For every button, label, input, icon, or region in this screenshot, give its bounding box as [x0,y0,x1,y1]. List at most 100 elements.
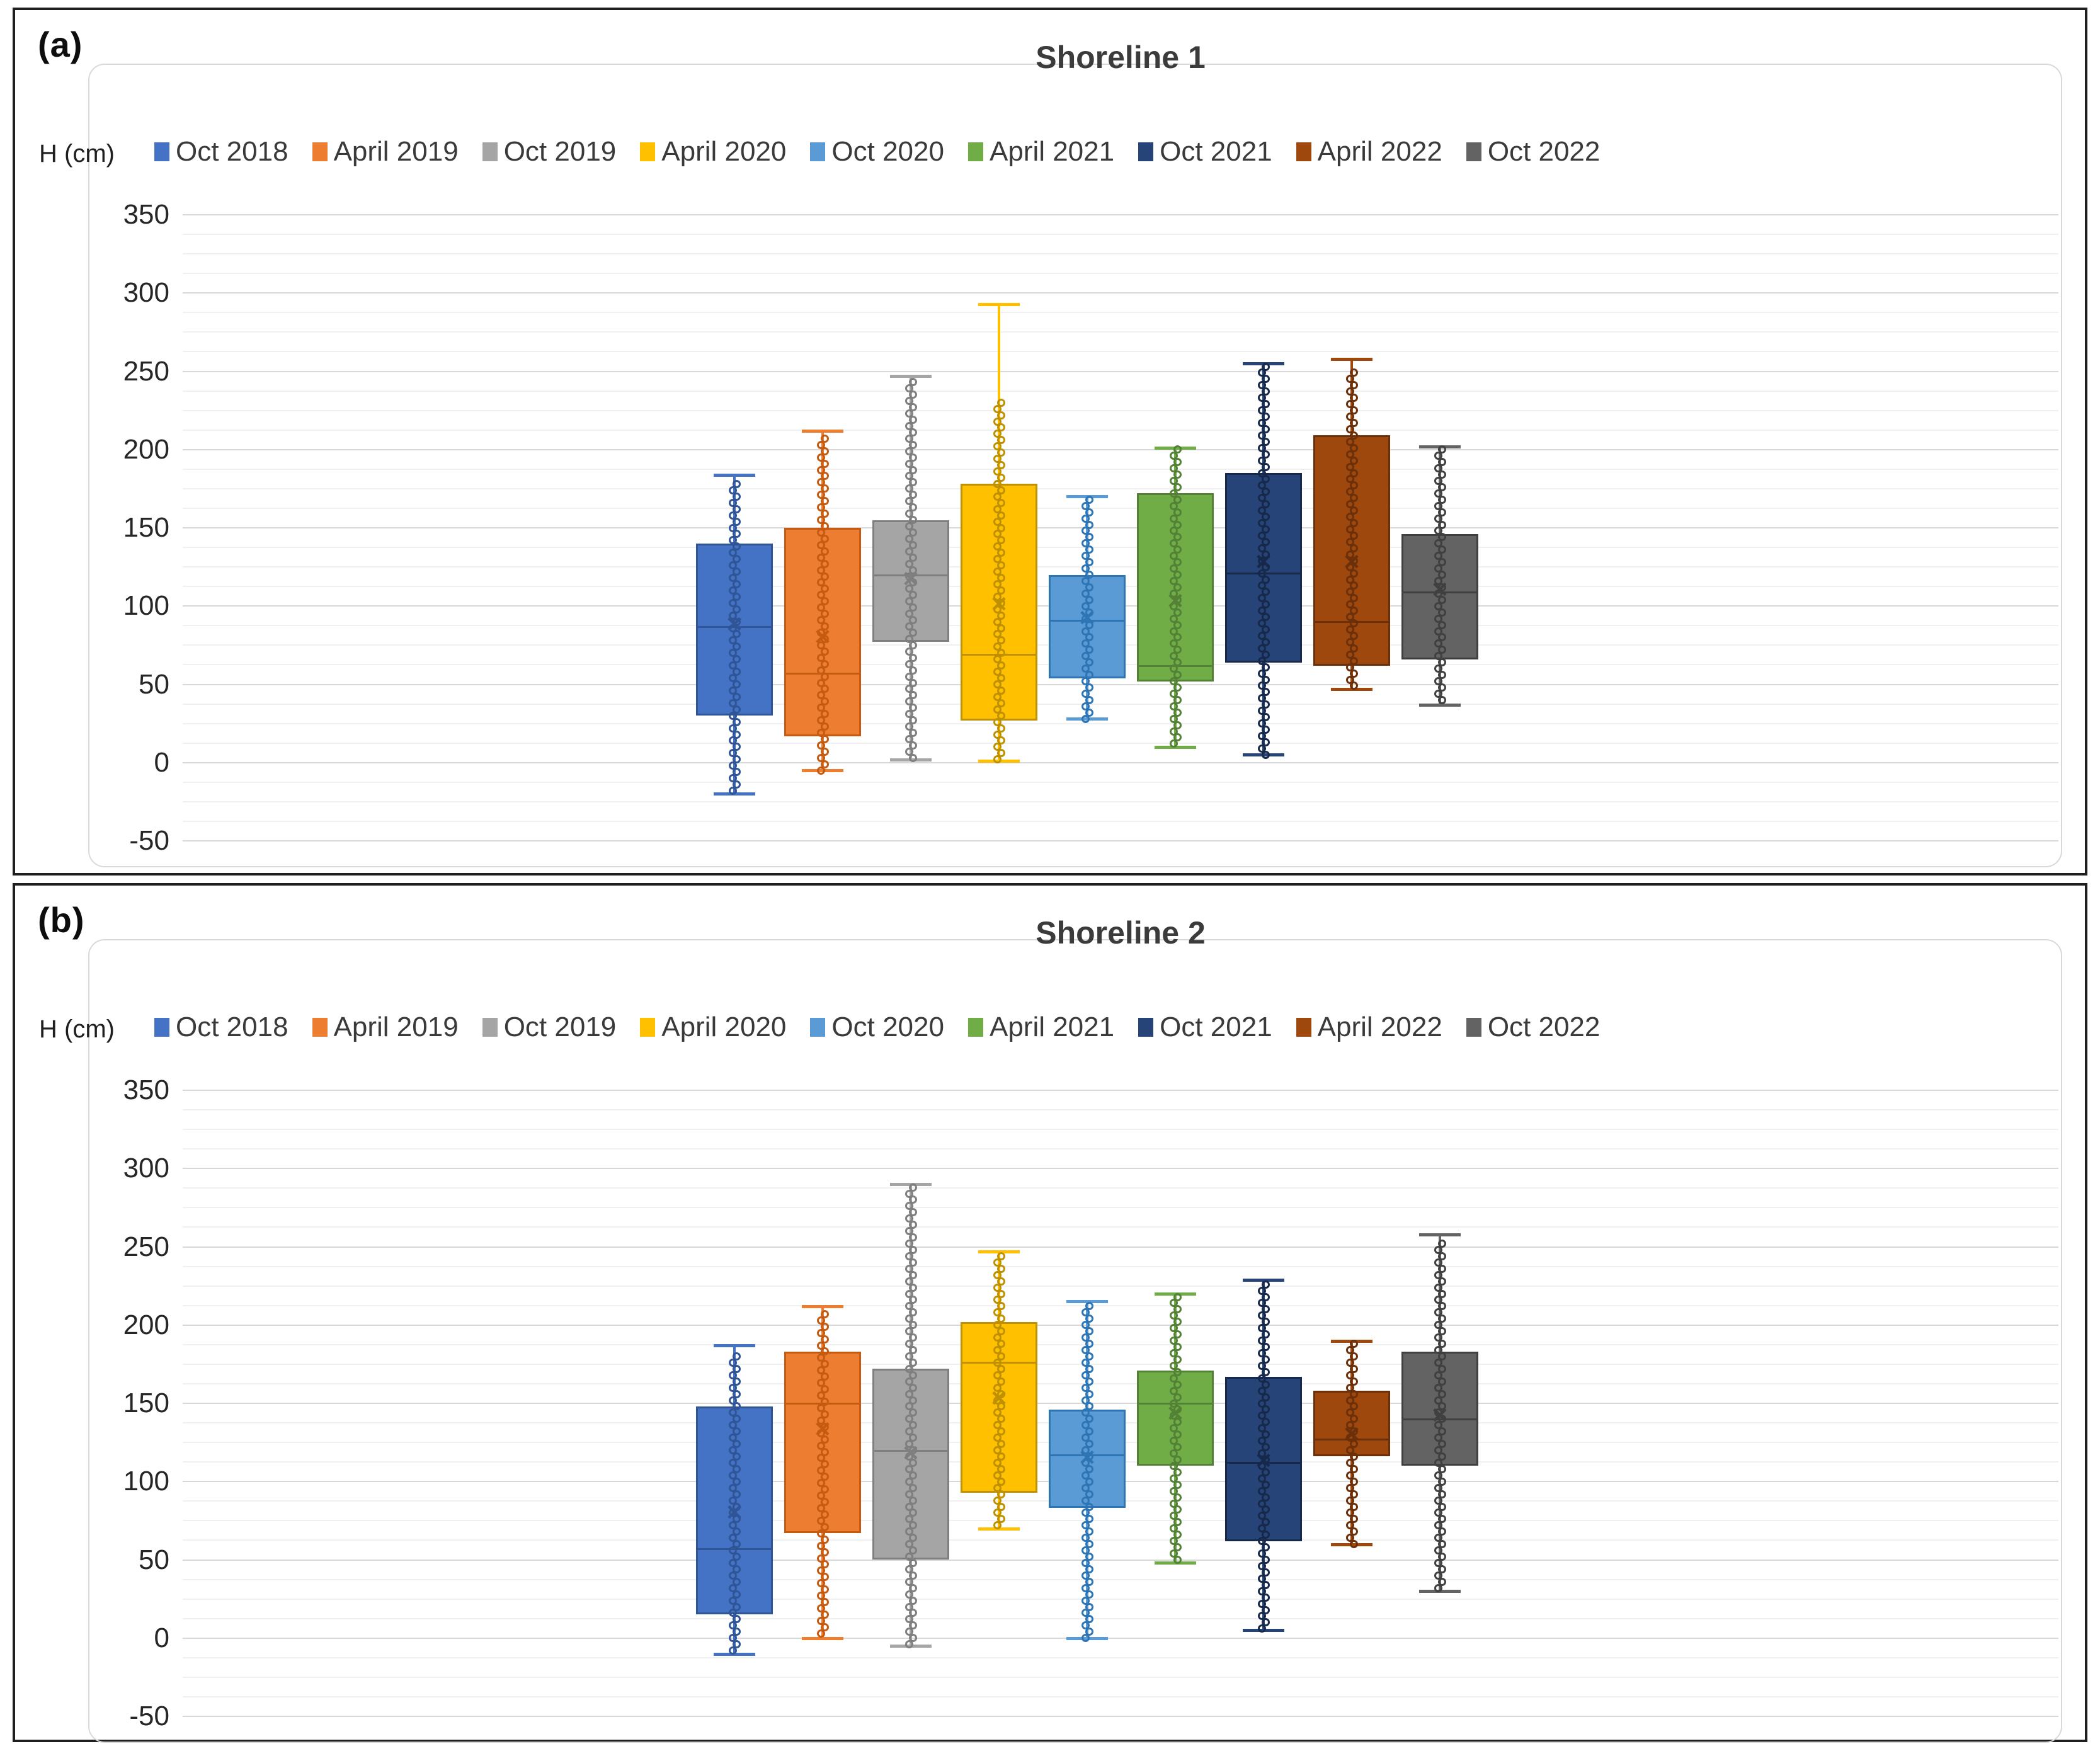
data-point-dot-april-2021 [1169,1374,1178,1383]
data-point-dot-oct-2018 [732,1628,741,1636]
data-point-dot-oct-2021 [1257,1612,1266,1621]
data-point-dot-april-2020 [993,1358,1001,1367]
data-point-dot-april-2022 [1345,513,1354,522]
data-point-dot-april-2022 [1349,431,1358,440]
data-point-dot-oct-2021 [1257,456,1266,465]
data-point-dot-april-2021 [1169,1424,1178,1433]
legend-item-oct-2021: Oct 2021 [1138,1012,1272,1043]
data-point-dot-oct-2019 [904,510,913,518]
data-point-dot-oct-2021 [1257,619,1266,628]
minor-gridline [183,1265,2058,1267]
data-point-dot-oct-2020 [1085,495,1093,504]
y-tick-label-150: 150 [123,1388,169,1418]
data-point-dot-oct-2018 [732,743,741,751]
data-point-dot-april-2022 [1349,656,1358,665]
data-point-dot-april-2022 [1345,475,1354,484]
data-point-dot-april-2019 [816,666,825,675]
data-point-dot-april-2020 [993,517,1001,526]
data-point-dot-oct-2022 [1437,1277,1446,1286]
data-point-dot-oct-2019 [904,634,913,643]
max-whisker-cap-april-2020 [978,302,1020,306]
data-point-dot-april-2022 [1345,1483,1354,1492]
data-point-dot-april-2020 [993,692,1001,701]
data-point-dot-oct-2018 [728,1571,737,1580]
data-point-dot-april-2021 [1169,476,1178,485]
legend-color-swatch [810,1018,826,1037]
data-point-dot-april-2019 [816,1366,825,1375]
data-point-dot-april-2019 [816,1516,825,1525]
data-point-dot-oct-2022 [1437,671,1446,680]
data-point-dot-april-2021 [1173,1367,1182,1376]
data-point-dot-april-2020 [993,717,1001,726]
data-point-dot-april-2020 [993,1434,1001,1442]
data-point-dot-april-2022 [1345,413,1354,421]
data-point-dot-oct-2018 [728,1371,737,1379]
data-point-dot-april-2020 [996,1264,1005,1273]
data-point-dot-april-2021 [1173,1343,1182,1352]
data-point-dot-april-2019 [820,697,829,706]
data-point-dot-april-2021 [1173,633,1182,642]
data-point-dot-oct-2018 [732,1640,741,1649]
data-point-dot-oct-2022 [1434,539,1442,548]
minor-gridline [183,1676,2058,1678]
data-point-dot-april-2021 [1173,620,1182,629]
data-point-dot-oct-2022 [1437,608,1446,617]
data-point-dot-oct-2020 [1085,1590,1093,1599]
mean-x-marker-oct-2019: ✕ [901,568,920,591]
data-point-dot-april-2020 [993,1283,1001,1292]
data-point-dot-april-2021 [1173,1455,1182,1464]
data-point-dot-oct-2019 [904,622,913,631]
minor-gridline [183,1207,2058,1209]
data-point-dot-oct-2021 [1257,1587,1266,1595]
data-point-dot-oct-2019 [908,391,917,399]
data-point-dot-oct-2018 [728,1471,737,1480]
data-point-dot-april-2021 [1169,564,1178,573]
data-point-dot-oct-2021 [1261,1393,1270,1401]
legend-item-april-2021: April 2021 [967,136,1114,168]
data-point-dot-oct-2019 [904,1327,913,1336]
data-point-dot-april-2020 [996,398,1005,407]
legend-item-label: Oct 2022 [1487,136,1601,167]
minor-gridline [183,1578,2058,1580]
data-point-dot-oct-2019 [908,1558,917,1567]
data-point-dot-oct-2018 [728,1546,737,1555]
data-point-dot-april-2020 [996,649,1005,658]
data-point-dot-april-2022 [1349,556,1358,565]
data-point-dot-april-2020 [996,1252,1005,1260]
data-point-dot-oct-2019 [904,722,913,731]
legend-item-oct-2021: Oct 2021 [1138,136,1272,168]
legend-item-april-2019: April 2019 [312,136,459,168]
data-point-dot-april-2021 [1169,1512,1178,1520]
legend-color-swatch [482,142,498,161]
data-point-dot-oct-2019 [904,547,913,556]
data-point-dot-april-2021 [1169,1486,1178,1495]
data-point-dot-april-2019 [820,1360,829,1369]
legend-item-oct-2018: Oct 2018 [154,136,288,168]
data-point-dot-oct-2021 [1261,1606,1270,1614]
data-point-dot-april-2022 [1345,1358,1354,1367]
data-point-dot-oct-2019 [904,1615,913,1624]
data-point-dot-oct-2019 [904,1464,913,1473]
major-gridline [183,214,2058,215]
data-point-dot-oct-2018 [732,768,741,777]
data-point-dot-oct-2020 [1081,1621,1090,1630]
data-point-dot-oct-2019 [904,434,913,443]
data-point-dot-april-2020 [996,661,1005,670]
data-point-dot-oct-2019 [904,1214,913,1223]
data-point-dot-oct-2021 [1261,488,1270,496]
data-point-dot-oct-2018 [732,517,741,526]
data-point-dot-oct-2018 [732,479,741,488]
data-point-dot-oct-2021 [1257,1361,1266,1370]
data-point-dot-april-2022 [1349,406,1358,415]
data-point-dot-april-2022 [1349,1540,1358,1549]
data-point-dot-oct-2019 [904,1640,913,1649]
data-point-dot-oct-2019 [908,566,917,574]
data-point-dot-oct-2018 [728,686,737,695]
data-point-dot-oct-2019 [908,478,917,487]
data-point-dot-oct-2020 [1085,1415,1093,1423]
data-point-dot-oct-2018 [732,1527,741,1536]
data-point-dot-oct-2022 [1437,1477,1446,1486]
legend-item-label: Oct 2021 [1160,1012,1272,1042]
data-point-dot-april-2019 [816,1379,825,1388]
max-whisker-cap-oct-2019 [890,374,932,378]
